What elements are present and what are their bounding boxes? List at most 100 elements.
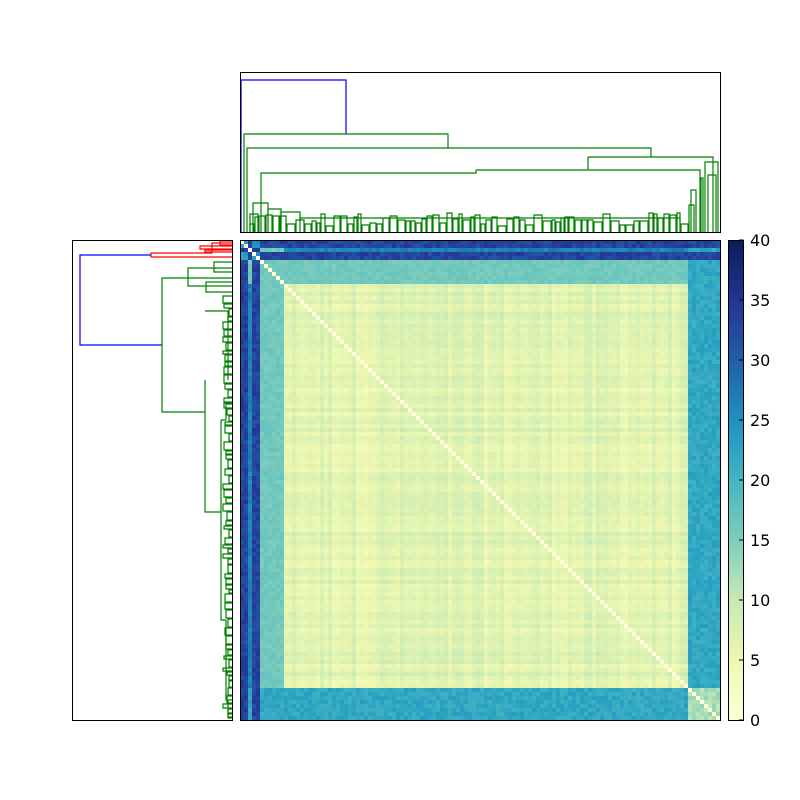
heatmap-cell [364,340,369,345]
heatmap-cell [276,336,281,341]
heatmap-cell [468,296,473,301]
heatmap-cell [504,340,509,345]
heatmap-cell [644,296,649,301]
heatmap-cell [552,260,557,265]
heatmap-cell [256,372,261,377]
heatmap-cell [264,368,269,373]
heatmap-cell [388,240,393,245]
heatmap-cell [380,296,385,301]
heatmap-cell [700,308,705,313]
heatmap-cell [428,364,433,369]
heatmap-cell [340,316,345,321]
heatmap-cell [648,368,653,373]
heatmap-cell [400,288,405,293]
heatmap-cell [592,280,597,285]
heatmap-cell [376,396,381,401]
heatmap-cell [296,392,301,397]
heatmap-cell [324,348,329,353]
heatmap-cell [476,392,481,397]
heatmap-cell [584,300,589,305]
heatmap-cell [524,348,529,353]
heatmap-cell [644,332,649,337]
heatmap-cell [532,380,537,385]
dendrogram-link [340,215,348,232]
heatmap-cell [528,248,533,253]
heatmap-cell [316,292,321,297]
heatmap-cell [492,300,497,305]
heatmap-cell [500,312,505,317]
heatmap-cell [692,276,697,281]
heatmap-cell [332,336,337,341]
heatmap-cell [564,300,569,305]
heatmap-cell [288,316,293,321]
heatmap-cell [520,324,525,329]
heatmap-cell [260,372,265,377]
heatmap-cell [500,376,505,381]
heatmap-cell [368,280,373,285]
heatmap-cell [336,360,341,365]
heatmap-cell [600,276,605,281]
heatmap-cell [552,392,557,397]
heatmap-cell [564,372,569,377]
heatmap-cell [524,264,529,269]
heatmap-cell [652,352,657,357]
heatmap-cell [592,260,597,265]
heatmap-cell [376,340,381,345]
heatmap-cell [300,300,305,305]
heatmap-cell [324,268,329,273]
heatmap-cell [264,260,269,265]
heatmap-cell [288,360,293,365]
heatmap-cell [388,372,393,377]
heatmap-cell [560,276,565,281]
heatmap-cell [244,384,249,389]
heatmap-cell [376,356,381,361]
heatmap-cell [560,280,565,285]
heatmap-cell [520,248,525,253]
heatmap-cell [468,336,473,341]
heatmap-cell [404,260,409,265]
heatmap-cell [416,280,421,285]
heatmap-cell [708,360,713,365]
heatmap-cell [480,288,485,293]
heatmap-cell [608,244,613,249]
heatmap-cell [680,252,685,257]
heatmap-cell [556,280,561,285]
heatmap-cell [300,268,305,273]
heatmap-cell [252,396,257,401]
heatmap-cell [260,272,265,277]
heatmap-cell [608,256,613,261]
heatmap-cell [408,360,413,365]
heatmap-cell [496,244,501,249]
heatmap-cell [276,260,281,265]
heatmap-cell [584,304,589,309]
heatmap-cell [268,252,273,257]
heatmap-cell [284,356,289,361]
heatmap-cell [456,240,461,245]
heatmap-cell [368,300,373,305]
heatmap-cell [312,380,317,385]
heatmap-cell [508,260,513,265]
heatmap-cell [516,388,521,393]
heatmap-cell [548,392,553,397]
heatmap-cell [428,308,433,313]
heatmap-cell [276,256,281,261]
heatmap-cell [680,352,685,357]
heatmap-cell [524,280,529,285]
heatmap-cell [568,388,573,393]
heatmap-cell [716,288,721,293]
heatmap-cell [456,380,461,385]
heatmap-cell [560,244,565,249]
heatmap-cell [672,304,677,309]
heatmap-cell [320,360,325,365]
heatmap-cell [420,388,425,393]
heatmap-cell [552,372,557,377]
heatmap-cell [272,272,277,277]
heatmap-cell [708,244,713,249]
heatmap-cell [464,320,469,325]
heatmap-cell [612,280,617,285]
heatmap-cell [340,280,345,285]
heatmap-cell [244,344,249,349]
heatmap-cell [712,396,717,401]
heatmap-cell [388,384,393,389]
heatmap-cell [384,360,389,365]
